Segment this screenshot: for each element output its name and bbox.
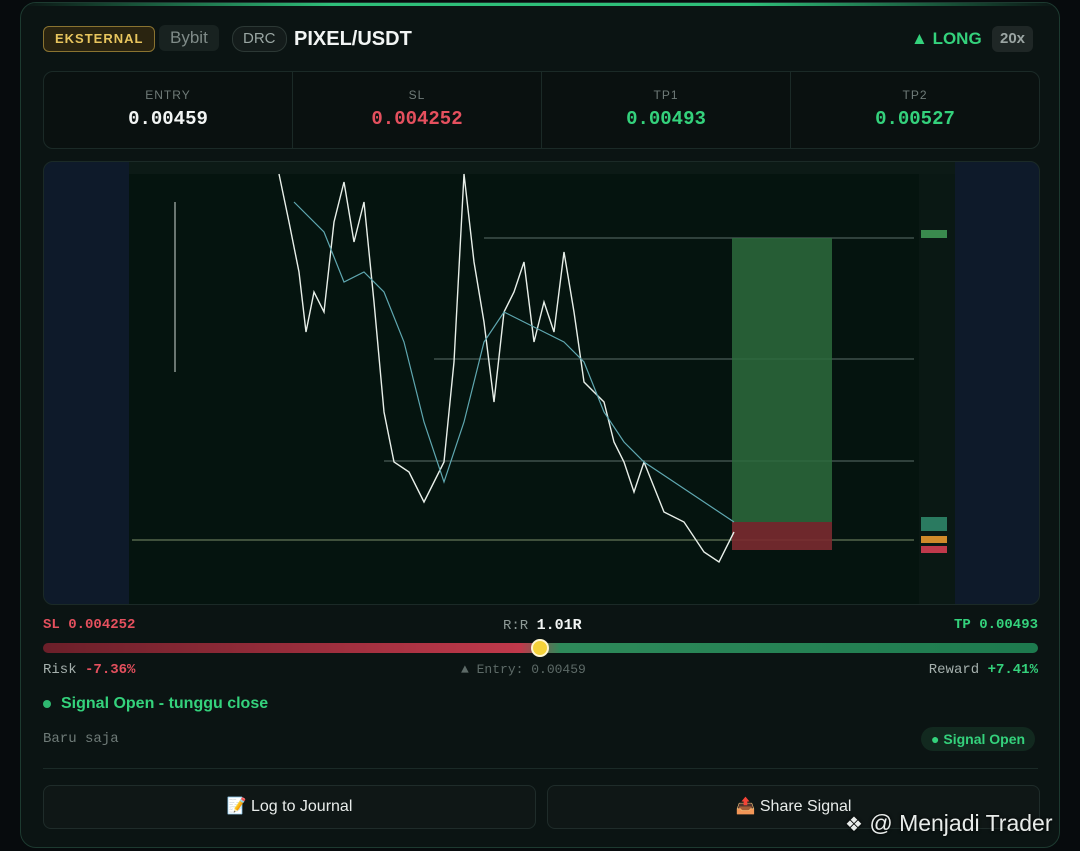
level-value: 0.00493: [626, 108, 706, 130]
chart-header: [129, 162, 955, 174]
level: TP2 0.00527: [791, 72, 1039, 148]
direction-text: LONG: [932, 29, 982, 48]
rr-label: R:R: [503, 618, 529, 634]
levels: ENTRY 0.00459 SL 0.004252 TP1 0.00493 TP2 0.…: [43, 71, 1040, 149]
status-message: Signal Open - tunggu close: [61, 695, 269, 712]
risk: Risk -7.36%: [43, 662, 135, 678]
chart-screenshot: [43, 161, 1040, 605]
status-time: Baru saja: [43, 731, 119, 747]
rr: R:R 1.01R: [503, 617, 582, 634]
loss-zone: [732, 522, 832, 550]
reward-label: Reward: [928, 662, 980, 678]
watermark-icon: ❖: [845, 814, 863, 836]
tp-value: 0.00493: [979, 617, 1038, 633]
level: TP1 0.00493: [542, 72, 791, 148]
level: ENTRY 0.00459: [44, 72, 293, 148]
accent-line: [21, 3, 1059, 6]
sl-label: SL: [43, 617, 60, 633]
log-journal-button[interactable]: 📝 Log to Journal: [43, 785, 536, 829]
entry-label: Entry: 0.00459: [476, 662, 586, 677]
level-label: SL: [408, 88, 426, 102]
leverage: 20x: [992, 26, 1034, 52]
source-badge: EKSTERNAL: [43, 26, 156, 52]
level-value: 0.004252: [371, 108, 463, 130]
risk-value: -7.36%: [85, 662, 136, 678]
watermark-text: @ Menjadi Trader: [869, 810, 1053, 836]
price-label-box: [921, 536, 947, 543]
level-label: ENTRY: [145, 88, 191, 102]
sl-value: 0.004252: [68, 617, 136, 633]
signal-card: EKSTERNAL Bybit DRC PIXEL/USDT ▲ LONG 20…: [20, 2, 1060, 848]
level-label: TP1: [653, 88, 679, 102]
level-value: 0.00459: [128, 108, 208, 130]
direction: ▲ LONG: [911, 29, 982, 48]
price-label-box: [921, 230, 947, 238]
price-label-box: [921, 546, 947, 553]
status-dot: [43, 699, 51, 708]
level-value: 0.00527: [875, 108, 955, 130]
ema-line: [293, 201, 735, 523]
rr-value: 1.01R: [536, 617, 582, 634]
profit-zone: [732, 238, 832, 522]
price-label-box: [921, 517, 947, 531]
divider: [43, 768, 1038, 769]
level: SL 0.004252: [293, 72, 542, 148]
share-signal-button[interactable]: 📤 Share Signal: [547, 785, 1040, 829]
provider-tag: DRC: [232, 26, 287, 52]
watermark: ❖ @ Menjadi Trader: [845, 810, 1052, 837]
status: Signal Open - tunggu close: [43, 695, 268, 713]
status-pill: ● Signal Open: [921, 727, 1036, 751]
risk-label: Risk: [43, 662, 77, 678]
price-line: [278, 173, 735, 564]
rr-row: SL 0.004252 R:R 1.01R TP 0.00493: [43, 617, 1038, 637]
sl-marker: SL 0.004252: [43, 617, 135, 633]
reward-value: +7.41%: [987, 662, 1038, 678]
exchange-tag: Bybit: [159, 25, 219, 51]
entry-knob: [531, 639, 549, 657]
price-scale: [919, 174, 955, 604]
pair: PIXEL/USDT: [294, 28, 412, 50]
tp-marker: TP 0.00493: [954, 617, 1038, 633]
risk-row: Risk -7.36% ▲ Entry: 0.00459 Reward +7.4…: [43, 662, 1038, 682]
reward: Reward +7.41%: [929, 662, 1038, 678]
status-pill-text: Signal Open: [943, 731, 1026, 747]
entry-marker: ▲ Entry: 0.00459: [461, 662, 586, 677]
chart-image: [129, 162, 955, 604]
level-label: TP2: [902, 88, 928, 102]
tp-label: TP: [953, 617, 971, 633]
